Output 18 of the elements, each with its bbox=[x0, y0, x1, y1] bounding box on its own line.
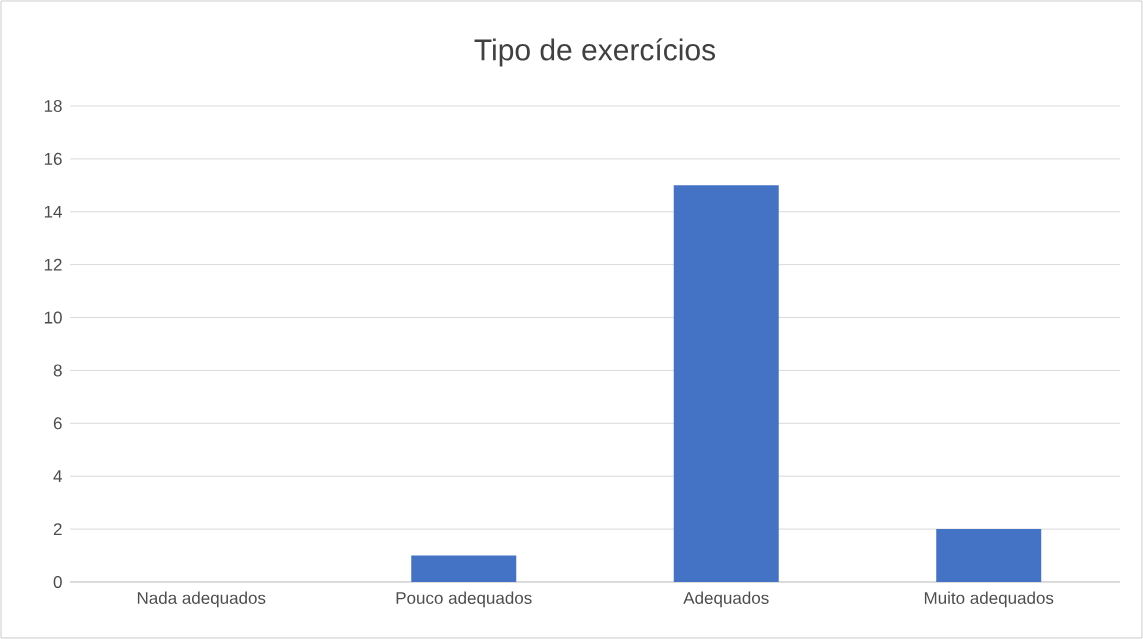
bar bbox=[673, 185, 779, 582]
y-tick-label: 2 bbox=[53, 523, 62, 536]
chart-title: Tipo de exercícios bbox=[474, 38, 716, 67]
y-tick-label: 6 bbox=[53, 417, 62, 430]
x-tick-label: Adequados bbox=[683, 591, 769, 608]
y-tick-label: 4 bbox=[53, 470, 62, 483]
x-tick-label: Muito adequados bbox=[924, 591, 1054, 608]
y-tick-label: 16 bbox=[44, 152, 62, 165]
y-tick-label: 0 bbox=[53, 575, 62, 589]
x-tick-label: Pouco adequados bbox=[396, 591, 532, 608]
bar bbox=[936, 529, 1042, 582]
y-tick-label: 12 bbox=[44, 258, 62, 271]
y-tick-label: 8 bbox=[53, 364, 62, 377]
y-tick-label: 18 bbox=[44, 99, 62, 113]
y-tick-label: 10 bbox=[44, 311, 62, 324]
x-tick-label: Nada adequados bbox=[137, 591, 266, 608]
bar bbox=[411, 555, 517, 582]
y-tick-label: 14 bbox=[44, 205, 62, 218]
